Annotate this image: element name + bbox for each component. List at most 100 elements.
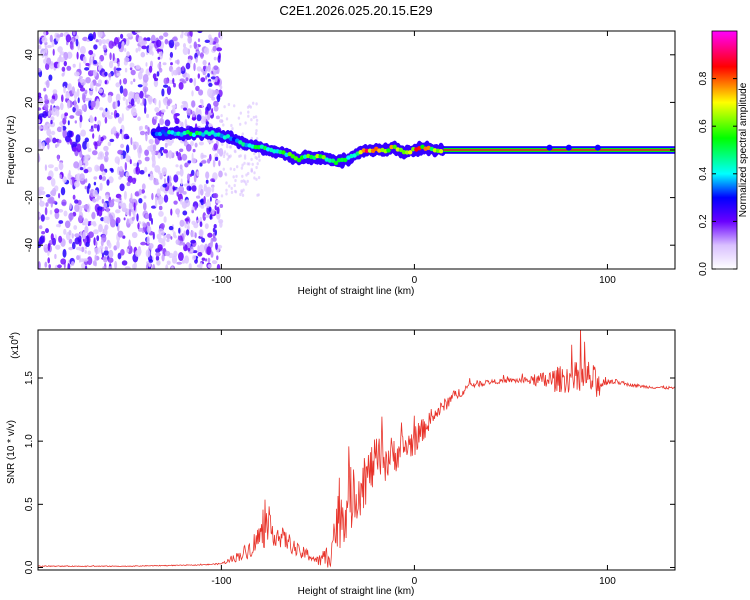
spectrogram-panel: -100 0 100 -40 -20 0 20 40 Height of straight l…	[6, 30, 676, 297]
spectrogram-noise-cell	[161, 109, 166, 113]
spectrogram-noise-cell	[94, 116, 97, 122]
spectrogram-trace-peak	[154, 131, 160, 137]
spectrogram-noise-cell	[142, 97, 145, 106]
spectrogram-noise-cell	[200, 204, 205, 209]
spectrogram-noise-cell	[191, 90, 194, 97]
spectrogram-noise-cell	[46, 79, 50, 89]
spectrogram-noise-cell	[57, 46, 63, 53]
spectrogram-noise-cell	[121, 131, 124, 141]
spectrogram-noise-cell	[105, 206, 110, 213]
spectrogram-noise-cell	[83, 168, 89, 174]
spectrogram-noise-cell	[255, 122, 258, 126]
spectrogram-noise-cell	[50, 116, 55, 122]
spectrogram-noise-cell	[100, 239, 104, 247]
spectrogram-noise-cell	[51, 95, 56, 100]
spectrogram-noise-cell	[196, 219, 200, 223]
spectrogram-noise-cell	[123, 57, 130, 63]
spectrogram-noise-cell	[44, 207, 48, 216]
spectrogram-noise-cell	[227, 102, 231, 107]
spectrogram-noise-cell	[114, 198, 121, 203]
spectrogram-noise-cell	[172, 231, 176, 238]
spectrogram-noise-cell	[77, 97, 80, 104]
spectrogram-noise-cell	[180, 104, 185, 110]
spectrogram-noise-cell	[250, 167, 253, 171]
spectrogram-noise-cell	[158, 67, 163, 73]
spectrogram-noise-cell	[72, 106, 76, 113]
spectrogram-noise-cell	[68, 238, 73, 244]
spectrogram-noise-cell	[202, 59, 207, 66]
spectrogram-noise-cell	[139, 125, 143, 130]
snr-x-tick-label: -100	[211, 576, 231, 587]
spectrogram-noise-cell	[184, 199, 191, 207]
spectrogram-trace-peak	[281, 150, 286, 155]
spectrogram-y-tick-label: 40	[24, 49, 35, 61]
spectrogram-noise-cell	[163, 194, 169, 203]
spectrogram-noise-cell	[219, 85, 223, 90]
spectrogram-noise-cell	[135, 249, 141, 257]
spectrogram-noise-cell	[213, 56, 217, 61]
snr-y-label: SNR (10 * v/v)	[6, 420, 17, 484]
spectrogram-noise-cell	[197, 31, 203, 34]
spectrogram-trace-peak	[321, 155, 326, 160]
spectrogram-noise-layer	[38, 31, 261, 269]
spectrogram-noise-cell	[62, 176, 67, 184]
spectrogram-noise-cell	[229, 145, 233, 149]
spectrogram-noise-cell	[138, 71, 143, 80]
spectrogram-noise-cell	[154, 98, 157, 106]
spectrogram-noise-cell	[109, 52, 112, 61]
spectrogram-noise-cell	[195, 57, 198, 63]
spectrogram-noise-cell	[146, 113, 150, 119]
spectrogram-noise-cell	[69, 139, 73, 145]
spectrogram-noise-cell	[95, 86, 98, 92]
spectrogram-noise-cell	[209, 213, 212, 220]
spectrogram-noise-cell	[104, 80, 108, 85]
snr-plot-area	[38, 330, 675, 570]
spectrogram-noise-cell	[98, 209, 103, 217]
spectrogram-noise-cell	[107, 94, 113, 104]
spectrogram-noise-cell	[83, 204, 90, 210]
spectrogram-noise-cell	[72, 63, 76, 68]
spectrogram-noise-cell	[174, 44, 177, 50]
spectrogram-noise-cell	[58, 162, 64, 171]
spectrogram-noise-cell	[104, 246, 109, 251]
spectrogram-noise-cell	[175, 239, 180, 245]
spectrogram-noise-cell	[159, 172, 163, 180]
spectrogram-noise-cell	[104, 151, 109, 157]
spectrogram-noise-cell	[41, 36, 48, 44]
spectrogram-noise-cell	[200, 115, 206, 125]
spectrogram-noise-cell	[254, 115, 258, 119]
spectrogram-noise-cell	[233, 104, 236, 108]
spectrogram-noise-cell	[248, 162, 251, 166]
spectrogram-noise-cell	[155, 255, 160, 261]
spectrogram-noise-cell	[124, 162, 128, 171]
spectrogram-noise-cell	[158, 210, 164, 217]
spectrogram-noise-cell	[207, 64, 212, 73]
spectrogram-noise-cell	[160, 147, 165, 151]
spectrogram-noise-cell	[144, 156, 150, 162]
spectrogram-noise-cell	[81, 105, 85, 111]
spectrogram-noise-cell	[186, 144, 192, 152]
spectrogram-noise-cell	[98, 88, 103, 94]
spectrogram-noise-cell	[103, 202, 108, 209]
spectrogram-noise-cell	[75, 134, 81, 143]
spectrogram-noise-cell	[230, 123, 233, 128]
spectrogram-noise-cell	[46, 44, 52, 49]
spectrogram-noise-cell	[213, 193, 219, 199]
spectrogram-noise-cell	[157, 152, 162, 159]
spectrogram-noise-cell	[80, 129, 86, 137]
spectrogram-noise-cell	[88, 33, 94, 41]
spectrogram-noise-cell	[145, 62, 148, 67]
spectrogram-noise-cell	[48, 264, 51, 269]
spectrogram-noise-cell	[50, 130, 56, 136]
spectrogram-noise-cell	[86, 142, 90, 149]
spectrogram-noise-cell	[241, 163, 244, 167]
spectrogram-noise-cell	[71, 261, 75, 266]
spectrogram-noise-cell	[182, 47, 189, 55]
spectrogram-noise-cell	[105, 107, 108, 112]
snr-panel: -100 0 100 0.0 0.5 1.0 1.5 Height of straight …	[6, 329, 676, 597]
spectrogram-noise-cell	[138, 198, 143, 204]
spectrogram-noise-cell	[57, 209, 64, 213]
spectrogram-noise-cell	[51, 187, 57, 197]
spectrogram-noise-cell	[250, 136, 253, 140]
spectrogram-noise-cell	[52, 48, 55, 56]
